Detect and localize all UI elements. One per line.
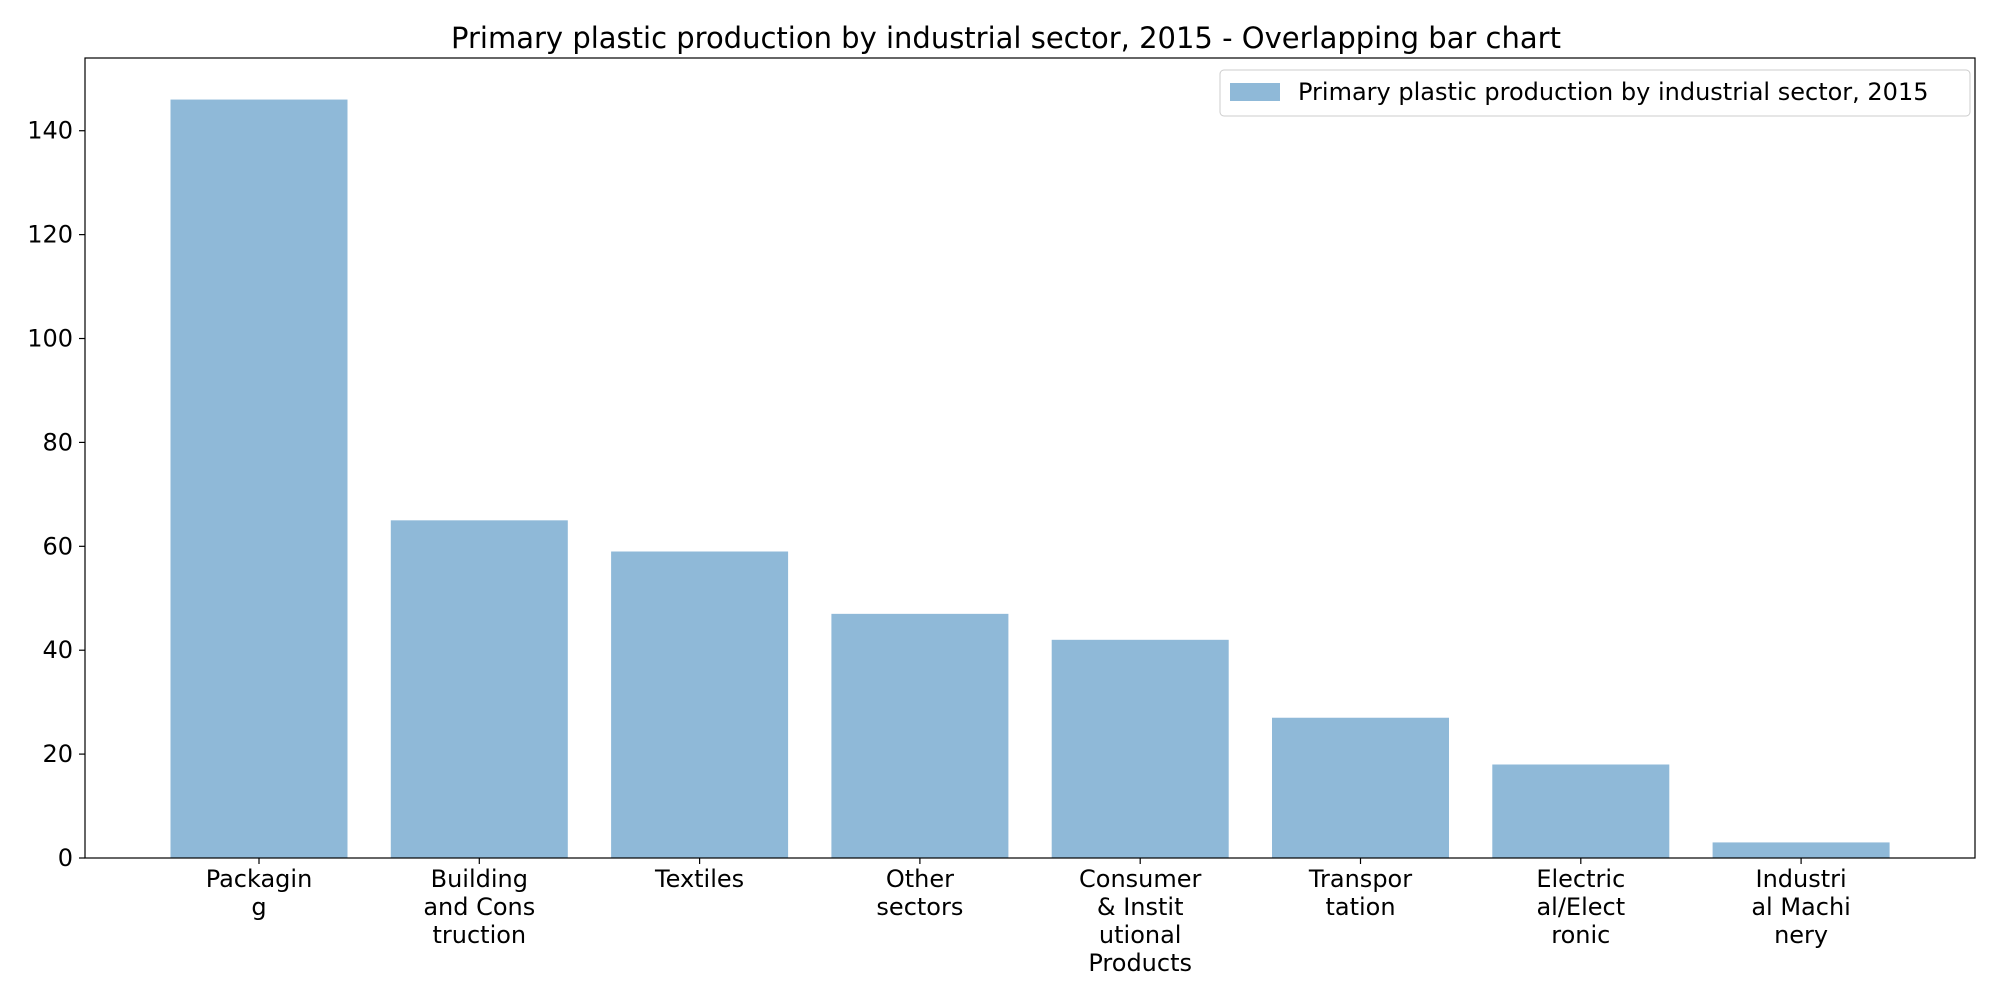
chart-title: Primary plastic production by industrial… — [451, 21, 1561, 55]
x-tick-label: truction — [432, 921, 526, 949]
x-tick-label: Packagin — [206, 865, 313, 893]
y-tick-label: 0 — [58, 844, 73, 872]
y-tick-label: 120 — [27, 221, 73, 249]
bar — [831, 613, 1009, 858]
x-tick-label: Industri — [1756, 865, 1847, 893]
bar — [1272, 717, 1449, 858]
x-tick-label: and Cons — [423, 893, 535, 921]
x-tick-label: & Instit — [1097, 893, 1184, 921]
x-tick-label: nery — [1774, 921, 1828, 949]
x-tick-label: g — [251, 893, 266, 921]
x-tick-label: Consumer — [1079, 865, 1202, 893]
bar — [1712, 842, 1890, 858]
plot-frame — [84, 57, 1976, 859]
x-tick-label: al/Elect — [1536, 893, 1625, 921]
x-tick-label: tation — [1325, 893, 1395, 921]
bar — [1051, 639, 1229, 858]
y-tick-label: 100 — [27, 325, 73, 353]
legend: Primary plastic production by industrial… — [1219, 69, 1971, 117]
x-tick-label: ronic — [1551, 921, 1610, 949]
x-tick-label: sectors — [876, 893, 963, 921]
bar — [611, 551, 789, 858]
legend-label: Primary plastic production by industrial… — [1298, 78, 1929, 106]
bars-group — [170, 99, 1890, 858]
y-axis: 0 20 40 60 80 100 120 140 — [27, 117, 85, 872]
y-tick-label: 140 — [27, 117, 73, 145]
bar — [390, 520, 568, 858]
bar — [170, 99, 348, 858]
bar — [1492, 764, 1670, 858]
x-tick-label: al Machi — [1751, 893, 1851, 921]
legend-box — [1219, 69, 1971, 117]
legend-swatch — [1230, 83, 1280, 101]
y-tick-label: 20 — [42, 740, 73, 768]
x-tick-label: Building — [431, 865, 528, 893]
x-tick-label: Other — [886, 865, 954, 893]
x-tick-label: Transpor — [1308, 865, 1412, 893]
x-tick-label: utional — [1099, 921, 1182, 949]
y-tick-label: 40 — [42, 636, 73, 664]
x-tick-label: Textiles — [654, 865, 744, 893]
y-tick-label: 60 — [42, 532, 73, 560]
x-tick-label: Electric — [1536, 865, 1625, 893]
x-tick-label: Products — [1088, 949, 1192, 977]
y-tick-label: 80 — [42, 428, 73, 456]
